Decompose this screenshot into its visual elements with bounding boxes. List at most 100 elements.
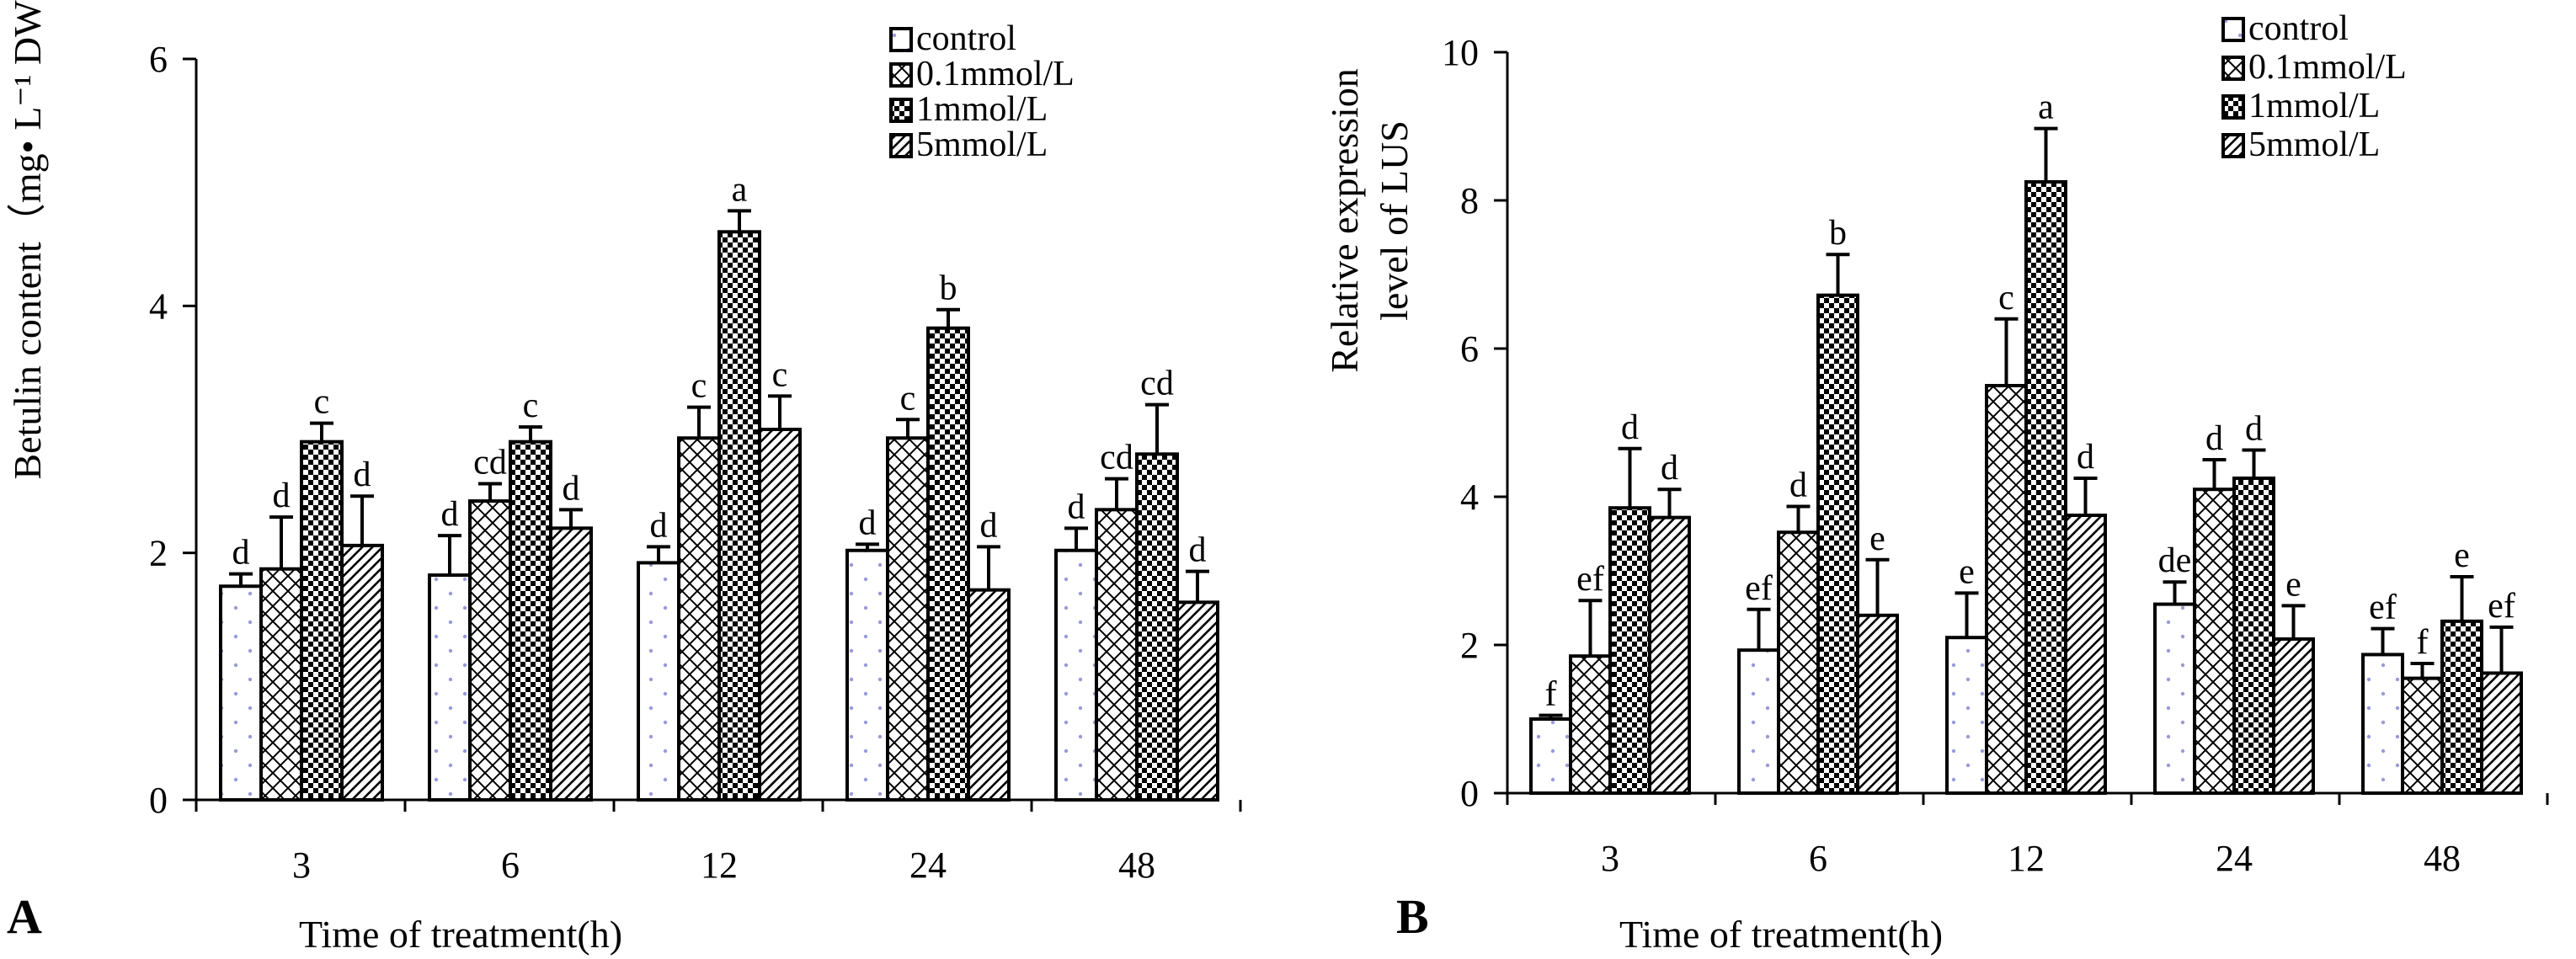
panel-a-significance-label: c <box>772 355 788 394</box>
panel-a-bar <box>219 584 263 802</box>
panel-b-x-tick-label: 3 <box>1601 838 1619 879</box>
panel-a-significance-label: d <box>1068 487 1085 526</box>
panel-a-significance-label: d <box>441 495 459 534</box>
panel-a-significance-label: c <box>523 386 539 425</box>
panel-a-y-axis-title: Betulin content（mg• L⁻¹ DW） <box>6 0 49 480</box>
panel-b-bar <box>2153 602 2196 795</box>
panel-b-bar <box>2401 676 2444 795</box>
panel-a-significance-label: cd <box>473 444 507 482</box>
panel-b-x-tick-label: 12 <box>2008 838 2045 879</box>
panel-a-y-tick-label: 6 <box>149 39 168 80</box>
panel-a-x-tick-label: 6 <box>501 844 520 886</box>
panel-b-significance-label: b <box>1829 214 1847 253</box>
panel-a-bar <box>1176 600 1219 802</box>
panel-b-bar <box>2232 477 2275 795</box>
panel-b-x-axis-title: Time of treatment(h) <box>1619 913 1943 956</box>
panel-a-y-tick-label: 2 <box>149 533 168 574</box>
panel-a-significance-label: c <box>900 379 916 418</box>
panel-a-significance-label: d <box>859 503 877 542</box>
panel-b-y-tick-label: 2 <box>1460 625 1479 666</box>
panel-a-bar <box>300 440 344 802</box>
panel-b-y-tick-label: 8 <box>1460 180 1479 221</box>
panel-b-bar <box>1945 636 1988 796</box>
panel-a-significance-label: d <box>354 456 371 494</box>
panel-b-y-tick-label: 6 <box>1460 328 1479 370</box>
panel-b-y-tick-label: 0 <box>1460 773 1479 814</box>
panel-b-legend-label: control <box>2248 9 2349 48</box>
panel-b-significance-label: a <box>2038 88 2054 127</box>
panel-a-bar <box>549 526 593 802</box>
panel-a-bar <box>967 588 1011 802</box>
panel-b-significance-label: f <box>1545 675 1557 714</box>
panel-b-legend-label: 0.1mmol/L <box>2248 48 2407 87</box>
panel-a-significance-label: d <box>232 534 250 573</box>
panel-b-bar <box>1648 515 1691 795</box>
panel-a-significance-label: d <box>1189 531 1207 570</box>
panel-a-significance-label: d <box>273 477 291 515</box>
panel-b-significance-label: e <box>2285 565 2301 604</box>
panel-b-bar <box>2361 653 2404 795</box>
panel-a-significance-label: cd <box>1140 365 1174 403</box>
panel-a-bar <box>637 561 680 802</box>
panel-b-bar <box>2064 514 2107 795</box>
panel-b-significance-label: ef <box>2369 589 2397 627</box>
panel-a-legend-label: 0.1mmol/L <box>916 55 1075 93</box>
panel-a-bar <box>717 230 761 802</box>
panel-a-y-tick-label: 0 <box>149 780 168 821</box>
panel-b-y-axis-title-line2: level of LUS <box>1373 120 1416 321</box>
panel-b-bar <box>2440 619 2483 796</box>
panel-b-x-tick-label: 6 <box>1809 838 1827 879</box>
panel-b-significance-label: d <box>2205 419 2223 458</box>
panel-b-x-tick-label: 48 <box>2424 838 2461 879</box>
panel-b-x-tick-label: 24 <box>2216 838 2253 879</box>
panel-a-bar <box>758 428 802 802</box>
panel-b-significance-label: ef <box>2488 587 2515 626</box>
panel-b-bar <box>1777 530 1820 795</box>
panel-a-significance-label: c <box>314 383 330 422</box>
panel-a-x-tick-label: 3 <box>292 844 311 886</box>
panel-b-legend-label: 1mmol/L <box>2248 87 2380 125</box>
panel-a-legend-swatch <box>889 98 913 123</box>
panel-a-bar <box>677 436 721 802</box>
panel-b-legend-swatch <box>2221 56 2245 81</box>
panel-b-legend-label: 5mmol/L <box>2248 125 2380 164</box>
panel-b-bar <box>2272 637 2315 796</box>
panel-b-letter: B <box>1396 889 1429 944</box>
panel-a-bar <box>468 499 512 802</box>
panel-a-bar <box>886 436 930 802</box>
panel-a-x-axis-title: Time of treatment(h) <box>299 913 622 956</box>
panel-b-significance-label: e <box>1959 552 1975 591</box>
panel-a-bar <box>1054 548 1098 802</box>
panel-a-significance-label: d <box>980 506 998 545</box>
panel-a-bar <box>428 573 472 802</box>
panel-b-significance-label: de <box>2158 541 2192 580</box>
panel-a-legend-swatch <box>889 62 913 88</box>
panel-b-significance-label: d <box>1661 449 1678 487</box>
panel-b-y-tick-label: 10 <box>1442 32 1479 73</box>
panel-b-bar <box>2480 671 2523 795</box>
panel-a-bar <box>1135 452 1179 802</box>
panel-a-legend-swatch <box>889 27 913 52</box>
panel-b-bar <box>2024 180 2067 795</box>
panel-b-significance-label: f <box>2417 623 2429 662</box>
panel-a-significance-label: cd <box>1100 439 1133 477</box>
panel-b-legend-swatch <box>2221 17 2245 42</box>
panel-a-bar <box>340 543 384 802</box>
panel-b-significance-label: d <box>2077 438 2094 477</box>
panel-a-x-tick-label: 24 <box>909 844 947 886</box>
panel-a-legend-label: control <box>916 19 1016 58</box>
panel-b-bar <box>1608 506 1651 795</box>
panel-b-bar <box>1569 654 1612 796</box>
panel-b-significance-label: ef <box>1576 560 1604 599</box>
panel-b-significance-label: e <box>2454 536 2470 575</box>
panel-b-bar <box>1985 384 2028 795</box>
panel-b-significance-label: e <box>1869 519 1885 558</box>
panel-b-bar <box>1737 648 1780 795</box>
panel-a-legend-label: 1mmol/L <box>916 90 1048 129</box>
panel-b-significance-label: c <box>1998 279 2014 317</box>
panel-a-significance-label: c <box>691 367 707 406</box>
panel-a-legend-swatch <box>889 133 913 158</box>
